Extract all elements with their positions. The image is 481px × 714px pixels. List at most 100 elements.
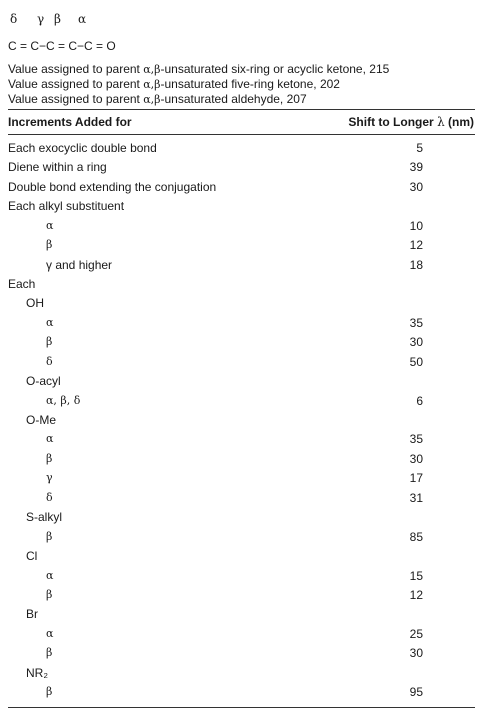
row-value: 18 bbox=[409, 257, 423, 272]
table-row: β 12 bbox=[0, 588, 481, 607]
row-value: 85 bbox=[409, 529, 423, 544]
row-value: 10 bbox=[409, 218, 423, 233]
table-row: α, β, δ 6 bbox=[0, 394, 481, 413]
row-label: γ bbox=[46, 471, 53, 485]
row-label: Cl bbox=[26, 549, 38, 563]
row-label: OH bbox=[26, 296, 44, 311]
greek-label-gamma: γ bbox=[37, 12, 45, 26]
table-row: Each exocyclic double bond 5 bbox=[0, 141, 481, 160]
header-increments: Increments Added for bbox=[8, 115, 132, 129]
assigned-value-line: Value assigned to parent α,β-unsaturated… bbox=[8, 62, 389, 76]
table-row: δ 50 bbox=[0, 355, 481, 374]
table-row: α 35 bbox=[0, 316, 481, 335]
table-row: β 30 bbox=[0, 452, 481, 471]
row-label: Each exocyclic double bond bbox=[8, 141, 157, 155]
row-label: O-acyl bbox=[26, 374, 61, 389]
assigned-value-greek: α,β bbox=[143, 78, 161, 91]
row-label: β bbox=[46, 335, 53, 349]
assigned-value-suffix: -unsaturated six-ring or acyclic ketone,… bbox=[160, 62, 390, 76]
table-row: α 15 bbox=[0, 569, 481, 588]
row-label: α bbox=[46, 626, 54, 640]
greek-label-alpha: α bbox=[78, 12, 87, 26]
table-row: NR₂ bbox=[0, 666, 481, 685]
row-value: 31 bbox=[409, 490, 423, 505]
table-row: α 25 bbox=[0, 627, 481, 646]
row-value: 12 bbox=[409, 238, 423, 253]
row-value: 50 bbox=[409, 354, 423, 369]
row-label: α bbox=[46, 218, 54, 232]
row-value: 15 bbox=[409, 568, 423, 583]
table-row: β 30 bbox=[0, 646, 481, 665]
table-row: α 35 bbox=[0, 432, 481, 451]
row-value: 12 bbox=[409, 587, 423, 602]
table-row: α 10 bbox=[0, 219, 481, 238]
row-value: 30 bbox=[409, 179, 423, 194]
row-label: δ bbox=[46, 490, 53, 504]
row-label: Each alkyl substituent bbox=[8, 199, 125, 214]
header-shift-text: Shift to Longer bbox=[348, 115, 438, 129]
assigned-value-greek: α,β bbox=[143, 63, 161, 76]
table-row: OH bbox=[0, 296, 481, 315]
table-row: β 12 bbox=[0, 238, 481, 257]
table-row: γ and higher 18 bbox=[0, 258, 481, 277]
greek-label-delta: δ bbox=[10, 12, 18, 26]
table-row: Diene within a ring 39 bbox=[0, 160, 481, 179]
row-value: 35 bbox=[409, 315, 423, 330]
assigned-value-prefix: Value assigned to parent bbox=[8, 62, 144, 76]
assigned-value-prefix: Value assigned to parent bbox=[8, 92, 144, 106]
assigned-value-suffix: -unsaturated aldehyde, 207 bbox=[160, 92, 307, 106]
row-value: 35 bbox=[409, 432, 423, 447]
greek-label-beta: β bbox=[54, 12, 61, 26]
row-label: β bbox=[46, 646, 53, 660]
row-value: 17 bbox=[409, 471, 423, 486]
row-value: 30 bbox=[409, 451, 423, 466]
row-label: Br bbox=[26, 607, 38, 622]
assigned-value-prefix: Value assigned to parent bbox=[8, 77, 144, 91]
table-top-rule bbox=[8, 109, 475, 110]
row-value: 95 bbox=[409, 685, 423, 699]
chemical-structure: C = C−C = C−C = O bbox=[8, 39, 116, 53]
row-label: β bbox=[46, 238, 53, 252]
row-label: NR₂ bbox=[26, 665, 48, 680]
header-shift-unit: (nm) bbox=[444, 115, 474, 129]
header-shift: Shift to Longer λ (nm) bbox=[348, 115, 474, 129]
row-value: 25 bbox=[409, 626, 423, 641]
table-row: Double bond extending the conjugation 30 bbox=[0, 180, 481, 199]
table-row: β 95 bbox=[0, 685, 481, 704]
assigned-value-suffix: -unsaturated five-ring ketone, 202 bbox=[160, 77, 340, 91]
row-label: β bbox=[46, 685, 53, 698]
row-label: β bbox=[46, 529, 53, 543]
table-row: Each alkyl substituent bbox=[0, 199, 481, 218]
table-row: S-alkyl bbox=[0, 510, 481, 529]
table-row: γ 17 bbox=[0, 471, 481, 490]
header-bottom-rule bbox=[8, 134, 475, 135]
row-label: α bbox=[46, 432, 54, 446]
assigned-value-line: Value assigned to parent α,β-unsaturated… bbox=[8, 77, 340, 91]
table-row: Br bbox=[0, 607, 481, 626]
row-label: S-alkyl bbox=[26, 510, 63, 525]
row-label: Double bond extending the conjugation bbox=[8, 179, 217, 194]
table-row: δ 31 bbox=[0, 491, 481, 510]
row-label: O-Me bbox=[26, 413, 56, 427]
table-row: O-acyl bbox=[0, 374, 481, 393]
row-label: γ and higher bbox=[46, 257, 113, 272]
row-value: 39 bbox=[409, 160, 423, 175]
row-value: 30 bbox=[409, 646, 423, 661]
row-label: δ bbox=[46, 354, 53, 368]
assigned-value-greek: α,β bbox=[143, 93, 161, 106]
row-label: Diene within a ring bbox=[8, 160, 107, 175]
row-label: β bbox=[46, 587, 53, 601]
table-row: O-Me bbox=[0, 413, 481, 432]
row-value: 30 bbox=[409, 335, 423, 350]
table-row: Cl bbox=[0, 549, 481, 568]
table-row: β 30 bbox=[0, 335, 481, 354]
table-row: β 85 bbox=[0, 530, 481, 549]
row-value: 6 bbox=[416, 393, 423, 408]
header-shift-lambda: λ bbox=[437, 115, 445, 129]
row-label: α bbox=[46, 315, 54, 329]
assigned-value-line: Value assigned to parent α,β-unsaturated… bbox=[8, 92, 307, 106]
row-label: α bbox=[46, 568, 54, 582]
row-label: α, β, δ bbox=[46, 393, 81, 407]
row-label: Each bbox=[8, 277, 36, 291]
table-bottom-rule bbox=[8, 707, 475, 708]
